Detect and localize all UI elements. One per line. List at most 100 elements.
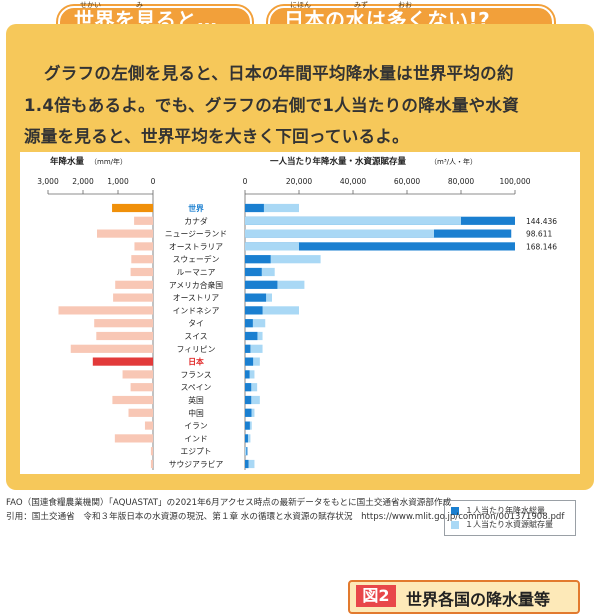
right-tick-label: 20,000	[286, 177, 312, 186]
right-bar-precip	[245, 357, 254, 366]
category-label: オーストリア	[173, 294, 220, 303]
left-bar	[144, 421, 153, 430]
right-bar-precip	[245, 434, 248, 443]
right-bar-precip	[245, 319, 253, 328]
legend-swatch-resource	[451, 520, 459, 529]
right-bar-resource	[245, 447, 247, 456]
category-label: 中国	[188, 408, 204, 418]
ruby-mizu: みず	[354, 1, 368, 9]
category-label: 日本	[188, 357, 204, 367]
right-bar-precip	[245, 408, 252, 417]
left-bar	[113, 293, 153, 302]
page: 世界を見ると… 日本の水は多くない!? せかい み にほん みず おお グラフの…	[6, 1, 594, 614]
right-tick-label: 100,000	[499, 177, 530, 186]
right-bar-precip	[245, 331, 258, 341]
left-tick-label: 0	[151, 177, 156, 186]
right-bar-resource	[245, 216, 461, 225]
left-bar	[96, 331, 153, 341]
left-bar	[58, 306, 153, 315]
category-label: フィリピン	[177, 345, 216, 354]
legend-item-resource: １人当たり水資源賦存量	[451, 519, 553, 531]
left-chart-unit: （mm/年）	[90, 157, 127, 166]
left-bar	[70, 344, 153, 353]
category-label: アメリカ合衆国	[169, 280, 223, 290]
category-label: フランス	[180, 370, 211, 379]
left-bar	[134, 216, 153, 225]
ruby-nihon: にほん	[290, 1, 311, 9]
right-tick-label: 80,000	[448, 177, 474, 186]
category-label: スイス	[184, 332, 207, 341]
legend-swatch-precip	[451, 506, 459, 515]
left-bar	[112, 203, 153, 213]
figure-number: 図2	[356, 585, 396, 607]
category-label: ルーマニア	[177, 268, 216, 277]
category-label: オーストラリア	[169, 242, 223, 251]
right-bar-precip	[245, 293, 267, 302]
category-label: タイ	[188, 319, 204, 328]
left-bar	[150, 459, 153, 469]
right-tick-label: 0	[243, 177, 248, 186]
left-bar	[130, 267, 153, 277]
left-bar	[114, 434, 153, 443]
left-bar	[128, 408, 153, 417]
right-bar-resource	[245, 459, 255, 469]
figure-badge: 図2 世界各国の降水量等	[348, 580, 580, 614]
category-label: 英国	[188, 395, 204, 405]
right-bar-precip	[245, 242, 515, 251]
left-bar	[134, 242, 153, 251]
right-bar-resource	[245, 395, 260, 405]
left-bar	[115, 280, 153, 289]
legend-label-resource: １人当たり水資源賦存量	[465, 520, 553, 529]
category-label: インドネシア	[173, 306, 220, 315]
source-line-2: 引用：国土交通省 令和３年版日本の水資源の現況、第１章 水の循環と水資源の賦存状…	[6, 512, 565, 522]
left-bar	[122, 370, 153, 379]
chart-svg: 年降水量 （mm/年） 3,000 2,000 1,000 0 一人当たり年降水量・水資源…	[37, 156, 557, 470]
right-bar-precip	[245, 306, 263, 315]
right-bar-precip	[245, 344, 251, 353]
right-bar-precip	[245, 370, 250, 379]
right-bar-resource	[245, 229, 434, 238]
left-bar	[92, 357, 153, 366]
category-label: エジプト	[180, 447, 211, 456]
right-chart-title: 一人当たり年降水量・水資源賦存量	[270, 156, 407, 167]
legend-label-precip: １人当たり年降水総量	[465, 506, 545, 515]
category-label: ニュージーランド	[165, 230, 227, 239]
legend: １人当たり年降水総量 １人当たり水資源賦存量	[444, 500, 576, 536]
intro-line-2: 1.4倍もあるよ。でも、グラフの右側で1人当たりの降水量や水資	[24, 96, 520, 115]
ruby-mi: み	[136, 1, 143, 9]
right-bar-resource	[245, 255, 321, 264]
ruby-oo: おお	[398, 1, 412, 9]
right-bar-resource	[245, 370, 255, 379]
category-label: イラン	[184, 422, 208, 431]
left-bar	[112, 395, 153, 405]
category-label: インド	[184, 434, 207, 443]
intro-line-3: 源量を見ると、世界平均を大きく下回っているよ。	[24, 127, 409, 146]
right-tick-label: 40,000	[340, 177, 366, 186]
overflow-value-label: 144.436	[526, 217, 557, 226]
right-bar-resource	[245, 344, 263, 353]
left-bar	[150, 447, 153, 456]
category-label: サウジアラビア	[169, 460, 224, 469]
right-bar-precip	[245, 395, 252, 405]
chart-area: 年降水量 （mm/年） 3,000 2,000 1,000 0 一人当たり年降水量・水資源…	[20, 152, 580, 614]
left-bar	[130, 383, 153, 392]
figure-title: 世界各国の降水量等	[406, 590, 551, 609]
legend-item-precip: １人当たり年降水総量	[451, 505, 545, 517]
right-bar-resource	[245, 306, 299, 315]
left-tick-label: 1,000	[107, 177, 129, 186]
right-bar-resource	[245, 242, 299, 251]
right-tick-label: 60,000	[394, 177, 420, 186]
category-label: 世界	[188, 203, 204, 213]
overflow-value-label: 168.146	[526, 242, 557, 251]
right-bar-precip	[245, 255, 271, 264]
right-chart-unit: （m³/人・年）	[430, 157, 477, 166]
right-bar-precip	[245, 383, 252, 392]
right-bar-resource	[245, 319, 266, 328]
right-bar-precip	[245, 459, 249, 469]
right-bar-resource	[245, 203, 299, 213]
left-chart-title: 年降水量	[50, 156, 85, 167]
right-bar-precip	[245, 280, 278, 289]
left-bar	[97, 229, 153, 238]
category-label: スウェーデン	[173, 254, 220, 264]
left-bar	[94, 319, 153, 328]
